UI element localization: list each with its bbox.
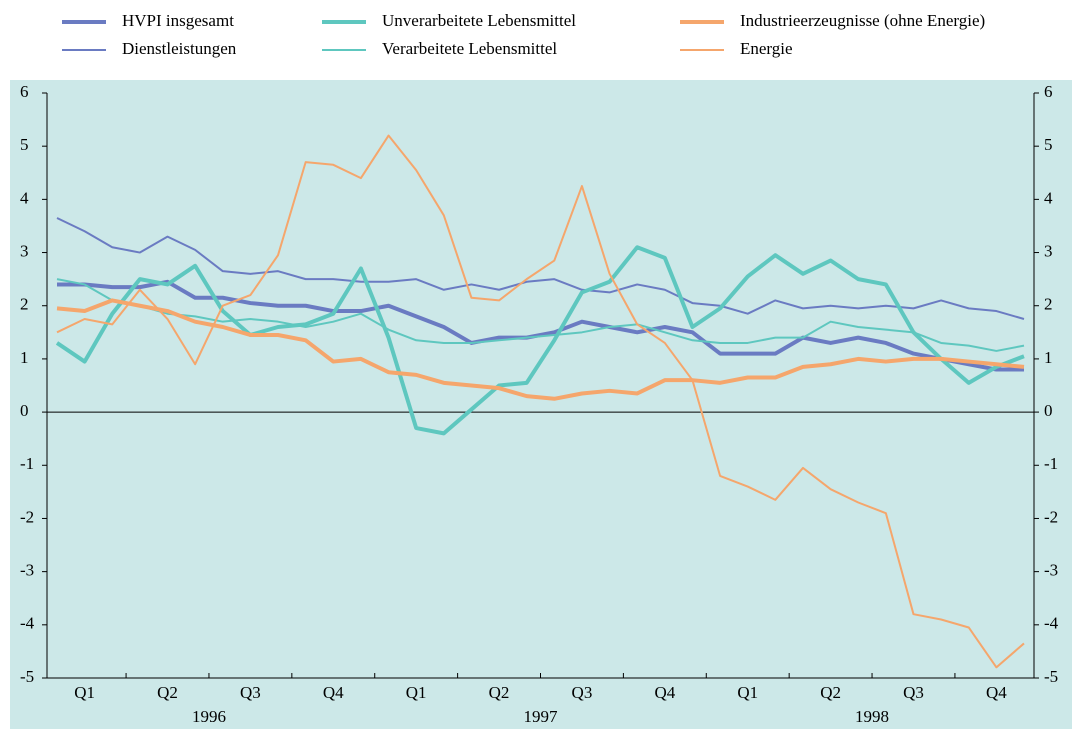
y2-tick-label: -2: [1044, 507, 1058, 526]
y-tick-label: 1: [20, 348, 29, 367]
legend-label: Industrieerzeugnisse (ohne Energie): [740, 11, 985, 30]
y2-tick-label: -1: [1044, 454, 1058, 473]
series-line: [55, 245, 1025, 436]
y2-tick-label: 5: [1044, 135, 1053, 154]
y-tick-label: -5: [20, 667, 34, 686]
series-line: [56, 217, 1025, 320]
legend-label: HVPI insgesamt: [122, 11, 234, 30]
y-tick-label: 2: [20, 295, 29, 314]
legend-label: Energie: [740, 39, 793, 58]
y-tick-label: 5: [20, 135, 29, 154]
x-tick-label: Q3: [572, 683, 593, 702]
series-line: [56, 278, 1025, 352]
x-tick-label: Q4: [986, 683, 1007, 702]
x-tick-label: Q3: [240, 683, 261, 702]
y-tick-label: -2: [20, 507, 34, 526]
legend-label: Verarbeitete Lebensmittel: [382, 39, 557, 58]
x-tick-label: Q2: [489, 683, 510, 702]
y-tick-label: 6: [20, 82, 29, 101]
y-tick-label: -4: [20, 614, 35, 633]
y2-tick-label: 0: [1044, 401, 1053, 420]
x-tick-label: Q3: [903, 683, 924, 702]
x-tick-label: Q1: [74, 683, 95, 702]
series-line: [57, 279, 1024, 372]
y2-tick-label: -4: [1044, 614, 1059, 633]
x-tick-label: Q4: [654, 683, 675, 702]
y2-tick-label: 3: [1044, 241, 1053, 260]
x-tick-label: Q2: [820, 683, 841, 702]
plot-background: [10, 80, 1072, 729]
year-label: 1996: [192, 707, 226, 726]
x-tick-label: Q2: [157, 683, 178, 702]
y2-tick-label: 2: [1044, 295, 1053, 314]
x-tick-label: Q4: [323, 683, 344, 702]
legend-label: Dienstleistungen: [122, 39, 237, 58]
y-tick-label: 3: [20, 241, 29, 260]
y2-tick-label: 4: [1044, 188, 1053, 207]
y-tick-label: 4: [20, 188, 29, 207]
legend-label: Unverarbeitete Lebensmittel: [382, 11, 576, 30]
series-line: [56, 134, 1025, 669]
y2-tick-label: 6: [1044, 82, 1053, 101]
year-label: 1998: [855, 707, 889, 726]
y2-tick-label: -3: [1044, 561, 1058, 580]
y2-tick-label: -5: [1044, 667, 1058, 686]
x-tick-label: Q1: [406, 683, 427, 702]
y-tick-label: -3: [20, 561, 34, 580]
series-line: [56, 298, 1025, 401]
y-tick-label: 0: [20, 401, 29, 420]
y-tick-label: -1: [20, 454, 34, 473]
year-label: 1997: [524, 707, 559, 726]
x-tick-label: Q1: [737, 683, 758, 702]
y2-tick-label: 1: [1044, 348, 1053, 367]
